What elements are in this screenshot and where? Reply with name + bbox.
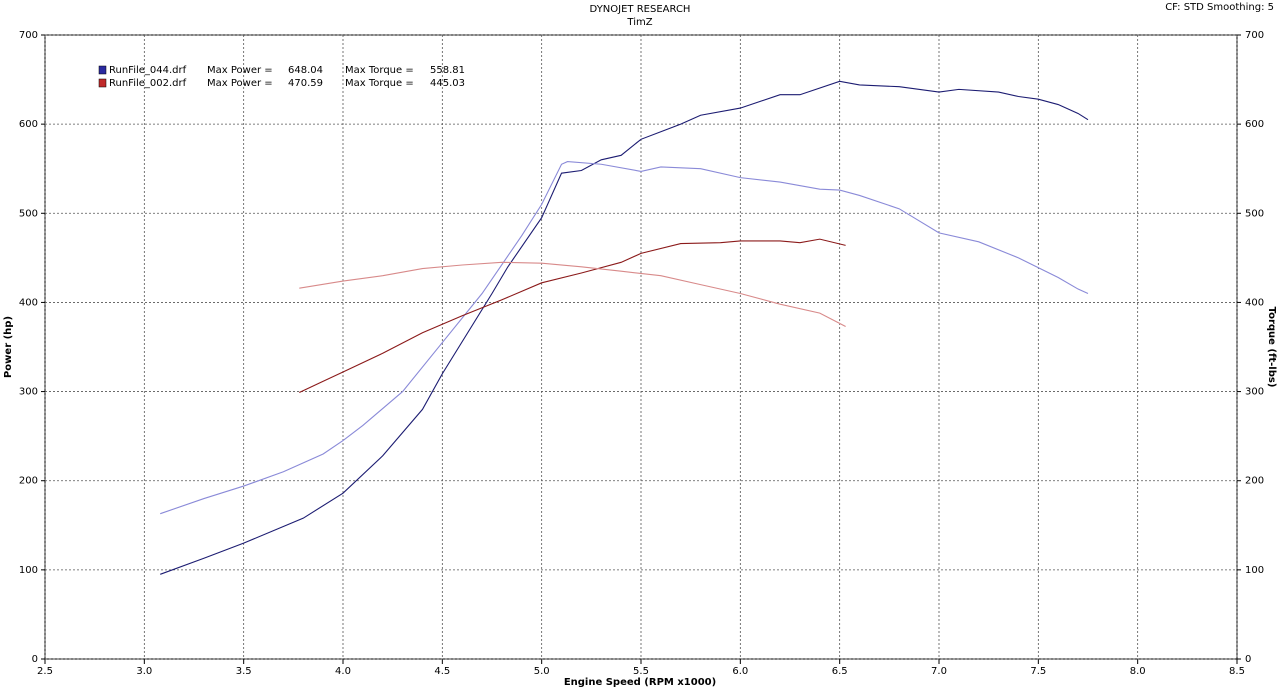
legend-torque-label: Max Torque = [345, 78, 414, 89]
y-tick-label: 700 [19, 30, 38, 41]
chart-subtitle: TimZ [626, 17, 652, 28]
x-tick-label: 3.0 [136, 666, 152, 677]
y2-axis-label: Torque (ft-lbs) [1266, 307, 1277, 388]
y2-tick-label: 300 [1245, 387, 1264, 398]
legend-max-power: 648.04 [288, 65, 323, 76]
x-tick-label: 2.5 [37, 666, 53, 677]
legend-max-power: 470.59 [288, 78, 323, 89]
legend-power-label: Max Power = [207, 65, 273, 76]
chart-title: DYNOJET RESEARCH [590, 4, 691, 15]
series-line [160, 80, 1089, 575]
y2-tick-label: 700 [1245, 30, 1264, 41]
legend-power-label: Max Power = [207, 78, 273, 89]
settings-label: CF: STD Smoothing: 5 [1165, 2, 1274, 13]
y-tick-label: 0 [32, 654, 38, 665]
series-line [299, 261, 846, 327]
legend-max-torque: 445.03 [430, 78, 465, 89]
legend-max-torque: 558.81 [430, 65, 465, 76]
x-axis-label: Engine Speed (RPM x1000) [564, 677, 716, 688]
y-tick-label: 600 [19, 119, 38, 130]
x-tick-label: 5.5 [633, 666, 649, 677]
x-tick-label: 8.5 [1229, 666, 1245, 677]
legend-torque-label: Max Torque = [345, 65, 414, 76]
x-tick-label: 5.0 [534, 666, 550, 677]
x-tick-label: 6.5 [832, 666, 848, 677]
y-tick-label: 100 [19, 565, 38, 576]
y-axis-label: Power (hp) [3, 316, 14, 378]
y2-tick-label: 0 [1245, 654, 1251, 665]
x-tick-label: 6.0 [732, 666, 748, 677]
legend-name: RunFile_002.drf [109, 78, 187, 89]
series-line [299, 238, 846, 393]
legend-swatch [98, 78, 107, 88]
y2-tick-label: 500 [1245, 208, 1264, 219]
y2-tick-label: 200 [1245, 476, 1264, 487]
y-tick-label: 200 [19, 476, 38, 487]
y-tick-label: 500 [19, 208, 38, 219]
y2-tick-label: 400 [1245, 297, 1264, 308]
y-tick-label: 300 [19, 387, 38, 398]
x-tick-label: 3.5 [236, 666, 252, 677]
legend-name: RunFile_044.drf [109, 65, 187, 76]
x-tick-label: 7.0 [931, 666, 947, 677]
series-line [160, 161, 1089, 515]
x-tick-label: 4.0 [335, 666, 351, 677]
x-tick-label: 8.0 [1130, 666, 1146, 677]
y2-tick-label: 600 [1245, 119, 1264, 130]
x-tick-label: 4.5 [434, 666, 450, 677]
x-tick-label: 7.5 [1030, 666, 1046, 677]
y2-tick-label: 100 [1245, 565, 1264, 576]
y-tick-label: 400 [19, 297, 38, 308]
legend-swatch [98, 65, 107, 75]
